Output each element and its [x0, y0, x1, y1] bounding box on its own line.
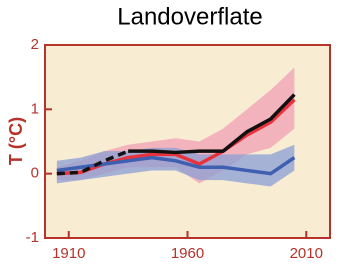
series-line [128, 93, 296, 155]
uncertainty-band [56, 144, 295, 187]
x-tick-label: 2010 [290, 245, 323, 262]
y-tick-label: 0 [31, 165, 39, 182]
y-tick-label: 1 [31, 100, 39, 117]
y-tick-label: 2 [31, 36, 39, 53]
y-axis-label: T (°C) [6, 117, 26, 165]
x-tick-label: 1960 [171, 245, 204, 262]
chart-title: Landoverflate [117, 3, 262, 30]
x-tick-label: 1910 [52, 245, 85, 262]
y-tick-label: -1 [26, 229, 39, 246]
